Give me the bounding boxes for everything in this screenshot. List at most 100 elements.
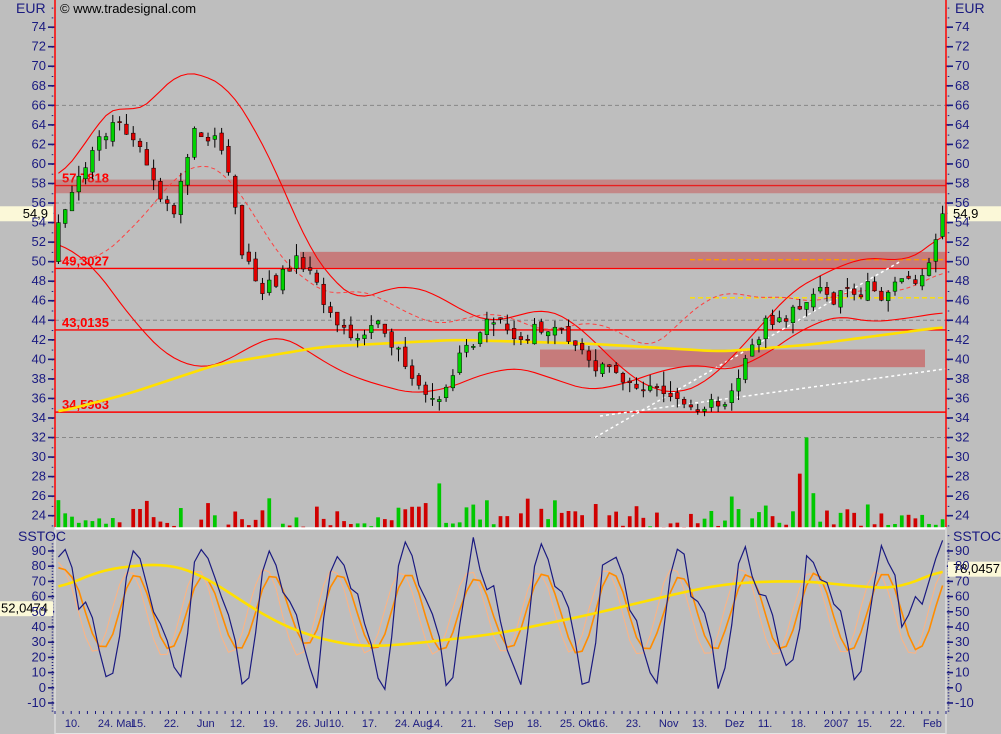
svg-text:EUR: EUR xyxy=(16,0,46,16)
svg-text:60: 60 xyxy=(955,156,969,171)
svg-text:74: 74 xyxy=(955,19,969,34)
svg-text:52: 52 xyxy=(955,234,969,249)
svg-text:80: 80 xyxy=(32,558,46,573)
svg-text:36: 36 xyxy=(32,390,46,405)
svg-text:0: 0 xyxy=(955,680,962,695)
svg-text:74: 74 xyxy=(32,19,46,34)
svg-text:30: 30 xyxy=(32,634,46,649)
svg-text:28: 28 xyxy=(955,469,969,484)
svg-text:50: 50 xyxy=(955,254,969,269)
svg-text:23.: 23. xyxy=(626,718,641,730)
svg-text:Feb: Feb xyxy=(923,718,942,730)
svg-text:30: 30 xyxy=(32,449,46,464)
svg-text:44: 44 xyxy=(32,312,46,327)
svg-text:64: 64 xyxy=(955,117,969,132)
svg-text:46: 46 xyxy=(32,293,46,308)
svg-text:42: 42 xyxy=(955,332,969,347)
svg-text:Sep: Sep xyxy=(494,718,514,730)
svg-text:62: 62 xyxy=(955,136,969,151)
svg-text:-10: -10 xyxy=(955,695,974,710)
svg-text:10.: 10. xyxy=(65,718,80,730)
svg-text:EUR: EUR xyxy=(955,0,985,16)
svg-text:68: 68 xyxy=(32,78,46,93)
svg-text:56: 56 xyxy=(32,195,46,210)
svg-text:66: 66 xyxy=(32,97,46,112)
svg-text:32: 32 xyxy=(955,430,969,445)
svg-text:Dez: Dez xyxy=(725,718,745,730)
svg-text:38: 38 xyxy=(955,371,969,386)
svg-text:26: 26 xyxy=(32,488,46,503)
svg-text:80: 80 xyxy=(955,558,969,573)
svg-text:54: 54 xyxy=(32,215,46,230)
svg-text:48: 48 xyxy=(32,273,46,288)
svg-text:15.: 15. xyxy=(857,718,872,730)
svg-text:72: 72 xyxy=(32,39,46,54)
svg-text:58: 58 xyxy=(955,175,969,190)
svg-text:40: 40 xyxy=(32,619,46,634)
svg-text:26: 26 xyxy=(955,488,969,503)
svg-text:40: 40 xyxy=(955,351,969,366)
svg-text:-10: -10 xyxy=(27,695,46,710)
svg-text:13.: 13. xyxy=(692,718,707,730)
svg-text:24. Mai: 24. Mai xyxy=(98,718,134,730)
svg-text:30: 30 xyxy=(955,449,969,464)
svg-text:50: 50 xyxy=(955,604,969,619)
svg-text:40: 40 xyxy=(32,351,46,366)
svg-text:68: 68 xyxy=(955,78,969,93)
svg-text:60: 60 xyxy=(955,589,969,604)
svg-text:22.: 22. xyxy=(164,718,179,730)
svg-text:19.: 19. xyxy=(263,718,278,730)
svg-text:26. Jul: 26. Jul xyxy=(296,718,328,730)
svg-text:24. Aug: 24. Aug xyxy=(395,718,432,730)
svg-text:24: 24 xyxy=(955,508,969,523)
svg-text:60: 60 xyxy=(32,156,46,171)
svg-text:44: 44 xyxy=(955,312,969,327)
svg-text:50: 50 xyxy=(32,254,46,269)
svg-text:54: 54 xyxy=(955,215,969,230)
svg-text:34: 34 xyxy=(32,410,46,425)
svg-text:18.: 18. xyxy=(527,718,542,730)
svg-text:34: 34 xyxy=(955,410,969,425)
svg-text:21.: 21. xyxy=(461,718,476,730)
svg-text:52: 52 xyxy=(32,234,46,249)
svg-text:70: 70 xyxy=(32,573,46,588)
svg-text:70: 70 xyxy=(955,573,969,588)
svg-text:25. Okt: 25. Okt xyxy=(560,718,595,730)
svg-text:17.: 17. xyxy=(362,718,377,730)
svg-text:24: 24 xyxy=(32,508,46,523)
svg-text:14.: 14. xyxy=(428,718,443,730)
svg-text:12.: 12. xyxy=(230,718,245,730)
svg-text:15.: 15. xyxy=(131,718,146,730)
svg-text:© www.tradesignal.com: © www.tradesignal.com xyxy=(60,1,196,16)
svg-text:SSTOC: SSTOC xyxy=(953,528,1001,544)
svg-text:20: 20 xyxy=(32,649,46,664)
svg-text:64: 64 xyxy=(32,117,46,132)
svg-text:43,0135: 43,0135 xyxy=(62,315,109,330)
svg-text:72: 72 xyxy=(955,39,969,54)
svg-text:Jun: Jun xyxy=(197,718,215,730)
svg-text:48: 48 xyxy=(955,273,969,288)
svg-text:36: 36 xyxy=(955,390,969,405)
svg-text:60: 60 xyxy=(32,589,46,604)
svg-text:20: 20 xyxy=(955,649,969,664)
svg-text:56: 56 xyxy=(955,195,969,210)
svg-text:46: 46 xyxy=(955,293,969,308)
svg-text:10: 10 xyxy=(32,665,46,680)
svg-text:38: 38 xyxy=(32,371,46,386)
svg-text:11.: 11. xyxy=(758,718,772,730)
svg-text:40: 40 xyxy=(955,619,969,634)
svg-text:62: 62 xyxy=(32,136,46,151)
svg-text:0: 0 xyxy=(39,680,46,695)
svg-text:70: 70 xyxy=(32,58,46,73)
svg-text:70: 70 xyxy=(955,58,969,73)
svg-text:22.: 22. xyxy=(890,718,905,730)
svg-text:90: 90 xyxy=(32,543,46,558)
svg-text:30: 30 xyxy=(955,634,969,649)
svg-text:16.: 16. xyxy=(593,718,608,730)
svg-text:50: 50 xyxy=(32,604,46,619)
svg-text:42: 42 xyxy=(32,332,46,347)
svg-text:58: 58 xyxy=(32,175,46,190)
svg-text:32: 32 xyxy=(32,430,46,445)
svg-text:90: 90 xyxy=(955,543,969,558)
svg-text:SSTOC: SSTOC xyxy=(18,528,66,544)
